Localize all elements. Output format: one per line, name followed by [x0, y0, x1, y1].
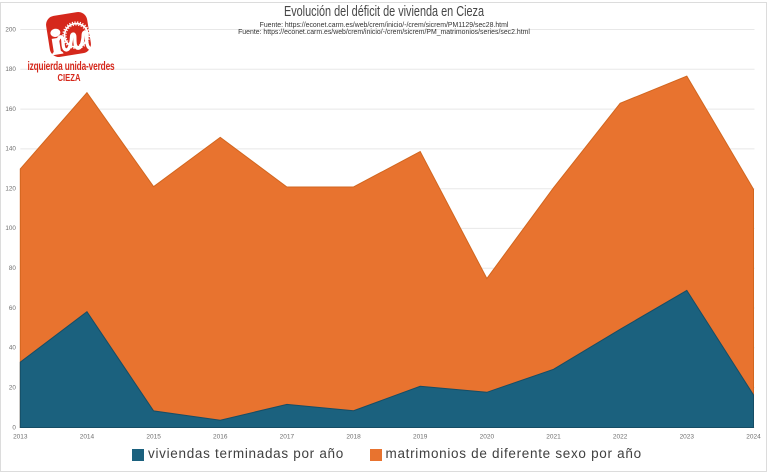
- svg-text:2024: 2024: [746, 434, 761, 441]
- svg-text:2013: 2013: [13, 434, 28, 441]
- svg-text:200: 200: [5, 26, 16, 33]
- svg-text:2015: 2015: [146, 434, 161, 441]
- svg-text:2020: 2020: [480, 434, 495, 441]
- svg-text:2022: 2022: [613, 434, 628, 441]
- svg-text:2021: 2021: [546, 434, 561, 441]
- svg-text:120: 120: [5, 186, 16, 193]
- svg-text:2014: 2014: [80, 434, 95, 441]
- svg-text:160: 160: [5, 106, 16, 113]
- svg-text:40: 40: [9, 345, 17, 352]
- svg-text:2017: 2017: [280, 434, 295, 441]
- svg-text:2019: 2019: [413, 434, 428, 441]
- svg-text:2018: 2018: [346, 434, 361, 441]
- svg-text:2023: 2023: [680, 434, 695, 441]
- svg-text:100: 100: [5, 225, 16, 232]
- svg-text:60: 60: [9, 305, 17, 312]
- svg-text:20: 20: [9, 384, 17, 391]
- svg-text:0: 0: [12, 424, 16, 431]
- svg-text:180: 180: [5, 66, 16, 73]
- svg-text:2016: 2016: [213, 434, 228, 441]
- svg-text:140: 140: [5, 146, 16, 153]
- svg-text:80: 80: [9, 265, 17, 272]
